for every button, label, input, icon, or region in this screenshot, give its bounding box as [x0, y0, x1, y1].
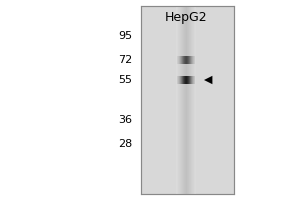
Bar — [178, 6, 179, 194]
Bar — [180, 6, 181, 194]
Bar — [183, 56, 184, 64]
Bar — [176, 76, 177, 84]
Bar — [176, 56, 177, 64]
Bar — [182, 56, 183, 64]
Bar — [193, 76, 194, 84]
Bar — [180, 76, 181, 84]
Bar — [182, 6, 183, 194]
Bar — [191, 76, 192, 84]
Bar — [194, 6, 195, 194]
Bar — [183, 6, 184, 194]
Bar — [184, 56, 185, 64]
Text: 95: 95 — [118, 31, 132, 41]
Bar — [182, 76, 183, 84]
Bar — [177, 56, 178, 64]
Bar — [188, 56, 189, 64]
Bar — [193, 56, 194, 64]
Bar — [181, 56, 182, 64]
Bar — [185, 6, 186, 194]
Text: 36: 36 — [118, 115, 132, 125]
Bar — [187, 56, 188, 64]
Bar — [194, 76, 195, 84]
Bar — [192, 56, 193, 64]
Bar — [193, 6, 194, 194]
Bar — [184, 76, 185, 84]
Text: 55: 55 — [118, 75, 132, 85]
Bar — [179, 6, 180, 194]
Bar — [187, 6, 188, 194]
Bar — [179, 76, 180, 84]
Bar — [195, 56, 196, 64]
Bar — [189, 56, 190, 64]
Bar — [187, 76, 188, 84]
Bar — [190, 76, 191, 84]
Bar — [194, 56, 195, 64]
Bar — [196, 6, 197, 194]
Bar — [184, 6, 185, 194]
Bar — [180, 56, 181, 64]
Bar — [189, 76, 190, 84]
Text: HepG2: HepG2 — [165, 11, 207, 24]
Bar — [189, 6, 190, 194]
Text: 72: 72 — [118, 55, 132, 65]
Bar — [191, 56, 192, 64]
Bar — [141, 6, 234, 194]
Bar — [195, 76, 196, 84]
Bar — [192, 6, 193, 194]
Bar — [176, 6, 177, 194]
Bar — [192, 76, 193, 84]
Bar — [178, 56, 179, 64]
Bar — [190, 6, 191, 194]
Bar — [181, 76, 182, 84]
Bar — [191, 6, 192, 194]
Bar — [181, 6, 182, 194]
Bar — [178, 76, 179, 84]
Bar — [195, 6, 196, 194]
Bar — [186, 76, 187, 84]
Bar — [185, 56, 186, 64]
Text: 28: 28 — [118, 139, 132, 149]
Bar — [177, 76, 178, 84]
Polygon shape — [204, 76, 212, 84]
Bar — [190, 56, 191, 64]
Bar — [183, 76, 184, 84]
Bar — [179, 56, 180, 64]
Bar — [177, 6, 178, 194]
Bar — [186, 56, 187, 64]
Bar — [188, 6, 189, 194]
Bar — [186, 6, 187, 194]
Bar — [188, 76, 189, 84]
Bar — [185, 76, 186, 84]
